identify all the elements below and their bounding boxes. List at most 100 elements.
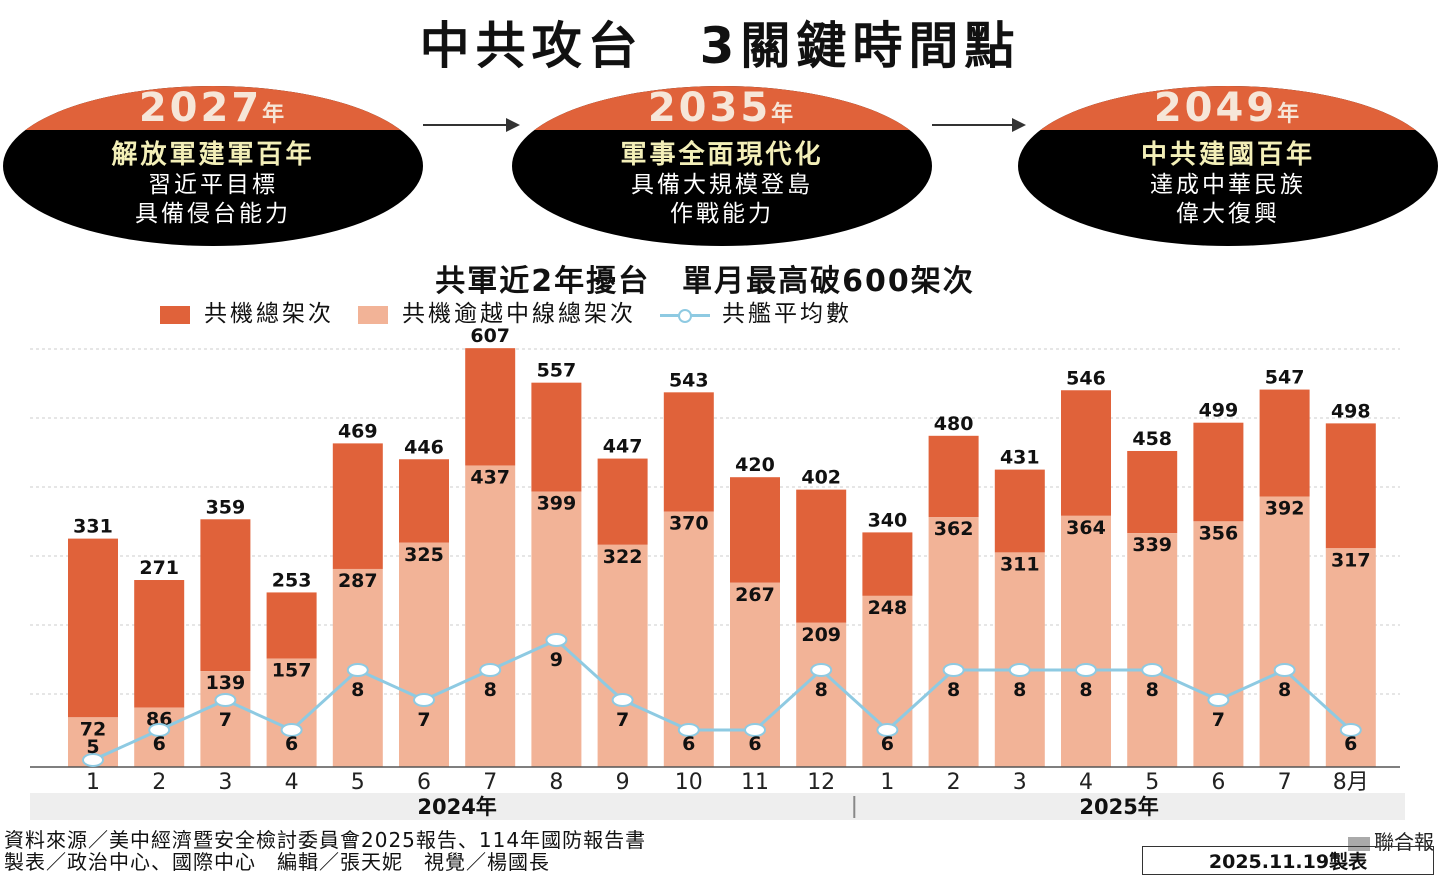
label-ships: 8 [1278,679,1291,701]
milestone-2035: 2035年 軍事全面現代化 具備大規模登島 作戰能力 [512,86,932,246]
label-ships: 8 [484,679,497,701]
label-crossing: 311 [1000,553,1040,575]
bar-crossing [465,465,516,767]
bar-total [994,469,1045,553]
label-ships: 8 [351,679,364,701]
legend-label: 共艦平均數 [722,301,852,327]
bar-crossing [994,552,1045,767]
bar-total [1127,450,1178,534]
label-crossing: 339 [1132,534,1172,556]
bar-crossing [200,671,251,767]
label-crossing: 267 [735,584,775,606]
label-total: 480 [934,413,974,435]
milestone-year: 2035 [647,86,772,131]
bar-total [730,477,780,583]
label-ships: 6 [748,733,761,755]
bar-total [597,458,648,545]
ships-point [1141,663,1164,677]
bar-crossing [1127,533,1178,767]
ships-point [810,663,833,677]
label-crossing: 399 [537,493,577,515]
label-ships: 6 [153,733,166,755]
x-tick-label: 6 [1211,770,1225,795]
x-tick-label: 3 [1013,770,1027,795]
bar-total [465,348,516,466]
x-tick-label: 12 [807,770,835,795]
label-total: 499 [1199,400,1239,422]
label-total: 557 [537,360,577,382]
bar-crossing [1061,515,1111,767]
legend-line-icon [660,308,710,323]
bar-crossing [862,595,913,767]
x-tick-label: 5 [1145,770,1159,795]
x-tick-label: 6 [417,770,431,795]
ships-point [545,633,568,647]
label-total: 607 [470,325,510,347]
ships-point [1008,663,1031,677]
label-total: 253 [272,569,312,591]
label-total: 498 [1331,400,1371,422]
brand-logo: 聯合報 [1348,826,1434,855]
bar-crossing [1259,496,1310,767]
ships-point [1207,693,1230,707]
x-tick-label: 1 [880,770,894,795]
label-ships: 8 [947,679,960,701]
ships-point [744,723,766,737]
milestone-line: 具備侵台能力 [135,201,291,227]
ships-point [148,723,171,737]
label-crossing: 322 [603,546,643,568]
bar-total [1061,390,1111,516]
label-crossing: 287 [338,570,378,592]
x-tick-label: 8 [549,770,563,795]
bar-total [266,592,317,659]
label-ships: 6 [1344,733,1357,755]
year-unit: 年 [1277,102,1303,127]
ships-line [92,638,1352,762]
bar-total [1325,423,1376,549]
label-crossing: 325 [404,544,444,566]
label-total: 420 [735,454,775,476]
label-crossing: 392 [1265,498,1305,520]
label-crossing: 370 [669,513,709,535]
source-note: 資料來源／美中經濟暨安全檢討委員會2025報告、114年國防報告書 [4,828,647,852]
milestone-line: 偉大復興 [1176,201,1280,227]
year-unit: 年 [771,102,797,127]
ships-point [942,663,965,677]
label-total: 543 [669,369,709,391]
milestone-line: 作戰能力 [670,201,774,227]
ships-point [479,663,502,677]
bar-crossing [531,491,582,767]
legend-total: 共機總架次 [160,294,334,328]
ships-point [82,753,104,767]
ships-point [677,723,700,737]
label-ships: 8 [1079,679,1092,701]
ships-point [214,693,237,707]
legend-label: 共機總架次 [204,301,334,327]
label-total: 446 [404,436,444,458]
bar-crossing [928,517,979,767]
milestone-line: 習近平目標 [148,172,278,198]
bar-crossing [266,658,317,767]
ships-point [280,723,303,737]
label-ships: 7 [1212,709,1225,731]
ships-point [346,663,369,677]
x-tick-label: 7 [1278,770,1292,795]
legend-crossing: 共機逾越中線總架次 [358,294,636,328]
ships-point [876,723,899,737]
ships-point [413,693,435,707]
x-tick-label: 11 [741,770,769,795]
label-total: 431 [1000,447,1040,469]
year-band [30,793,1405,820]
x-tick-label: 8月 [1333,770,1369,795]
x-tick-label: 4 [1079,770,1093,795]
x-tick-label: 7 [483,770,497,795]
ships-point [611,693,634,707]
year-unit: 年 [262,102,288,127]
bar-total [1259,389,1310,497]
label-ships: 7 [219,709,232,731]
x-tick-label: 5 [351,770,365,795]
label-crossing: 209 [801,624,841,646]
label-total: 402 [801,467,841,489]
bar-crossing [399,542,449,767]
chart-title: 共軍近2年擾台 單月最高破600架次 [435,264,975,299]
